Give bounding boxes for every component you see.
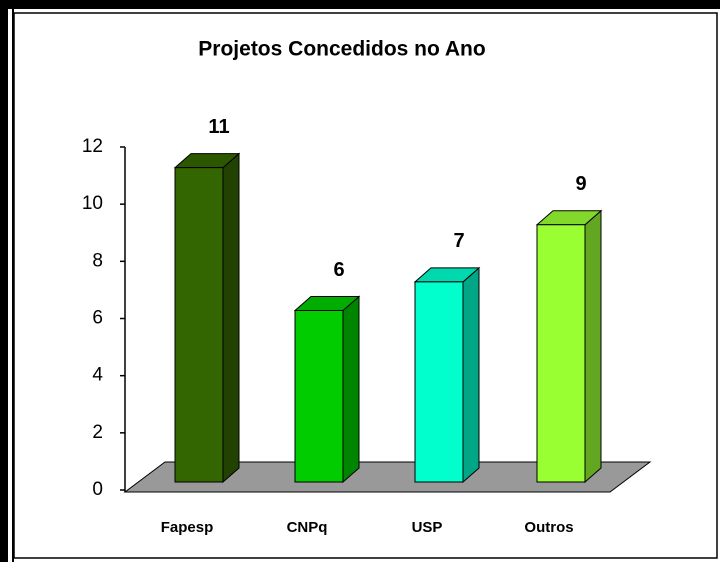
x-tick-label: CNPq: [287, 519, 328, 536]
plot-frame: [13, 12, 718, 559]
value-label: 11: [208, 116, 229, 138]
bar-face: [414, 281, 464, 483]
bar-face: [342, 295, 360, 484]
bar-face: [584, 209, 602, 484]
y-tick-label: 6: [92, 308, 103, 329]
bar: [535, 209, 603, 484]
y-tick-label: 10: [82, 193, 103, 214]
value-label: 7: [453, 230, 464, 252]
y-tick-label: 12: [82, 136, 103, 157]
y-tick-label: 4: [92, 365, 103, 386]
floor: [123, 461, 652, 493]
bar-face: [462, 266, 480, 484]
value-label: 6: [333, 259, 344, 281]
x-tick-label: Outros: [524, 519, 573, 536]
bar: [413, 266, 481, 484]
x-tick-label: USP: [412, 519, 443, 536]
y-tick-label: 2: [92, 422, 103, 443]
bar-face: [222, 152, 240, 484]
y-tick-label: 0: [92, 479, 103, 500]
bar: [293, 295, 361, 484]
value-label: 9: [575, 173, 586, 195]
bar-face: [174, 167, 224, 483]
bar: [173, 152, 241, 484]
frame-left-inner: [12, 9, 14, 562]
bar-face: [536, 224, 586, 483]
x-tick-label: Fapesp: [161, 519, 214, 536]
frame-top: [0, 0, 720, 9]
chart-title: Projetos Concedidos no Ano: [198, 38, 485, 61]
frame-left: [0, 0, 8, 562]
y-tick-label: 8: [92, 250, 103, 271]
bar-face: [294, 310, 344, 483]
